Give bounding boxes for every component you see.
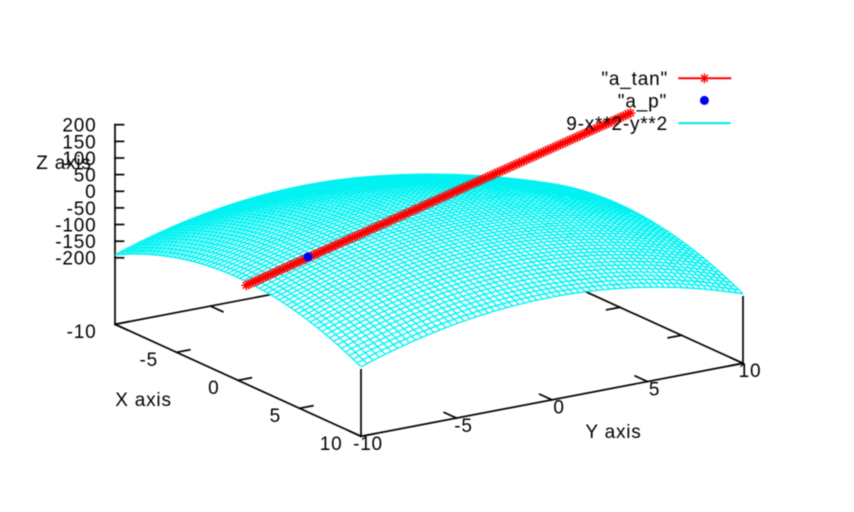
svg-text:X axis: X axis: [115, 390, 172, 411]
svg-text:50: 50: [74, 166, 97, 187]
svg-text:10: 10: [739, 361, 762, 382]
svg-text:10: 10: [320, 434, 343, 455]
svg-text:0: 0: [208, 378, 219, 399]
svg-text:Z axis: Z axis: [36, 153, 91, 174]
svg-text:5: 5: [649, 379, 660, 400]
svg-text:0: 0: [85, 182, 96, 203]
svg-text:5: 5: [270, 406, 281, 427]
svg-text:9-x**2-y**2: 9-x**2-y**2: [566, 114, 668, 135]
svg-text:-50: -50: [67, 199, 97, 220]
svg-text:"a_p": "a_p": [618, 91, 667, 112]
svg-text:Y axis: Y axis: [585, 422, 641, 443]
svg-text:-5: -5: [140, 350, 159, 371]
svg-text:-200: -200: [55, 249, 96, 270]
svg-text:-10: -10: [67, 322, 97, 343]
svg-text:-10: -10: [353, 434, 383, 455]
svg-text:0: 0: [553, 398, 564, 419]
svg-text:200: 200: [62, 116, 96, 137]
svg-text:100: 100: [62, 149, 96, 170]
svg-text:-5: -5: [454, 416, 473, 437]
svg-text:-150: -150: [55, 232, 96, 253]
svg-text:150: 150: [62, 132, 96, 153]
svg-text:"a_tan": "a_tan": [601, 69, 668, 90]
svg-text:-100: -100: [55, 215, 96, 236]
